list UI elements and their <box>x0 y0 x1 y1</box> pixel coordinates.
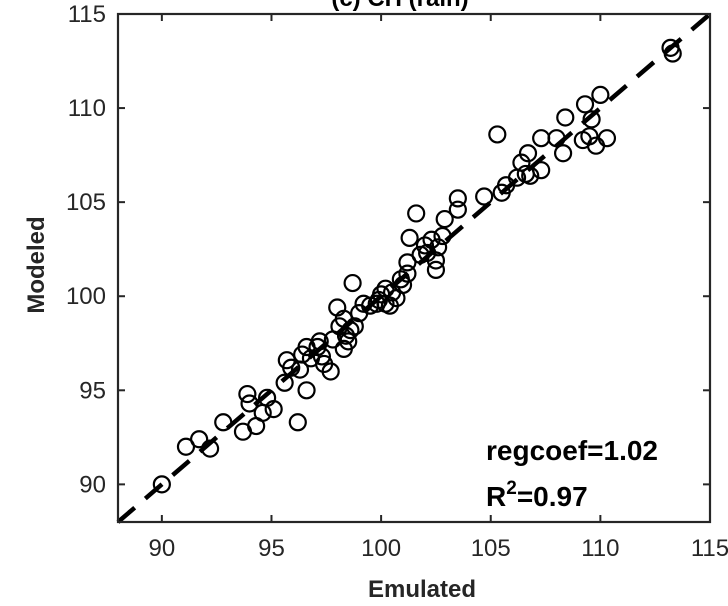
reference-line-layer <box>116 12 712 524</box>
data-point <box>398 264 417 283</box>
data-point <box>190 430 209 449</box>
x-tick-label: 110 <box>581 535 619 562</box>
data-point <box>345 317 364 336</box>
data-point <box>282 358 301 377</box>
data-point <box>475 187 494 206</box>
reference-line <box>116 12 712 524</box>
data-point <box>547 129 566 148</box>
data-point <box>518 144 538 163</box>
y-axis-label: Modeled <box>23 216 50 313</box>
data-point <box>426 251 446 270</box>
data-point <box>488 125 507 144</box>
x-tick-label: 100 <box>361 535 401 562</box>
data-point <box>321 362 340 381</box>
y-tick-label: 110 <box>68 95 106 122</box>
data-point <box>214 413 233 432</box>
y-tick-label: 90 <box>79 471 106 498</box>
data-point <box>553 144 573 163</box>
data-point <box>275 373 294 392</box>
x-tick-label: 105 <box>471 535 511 562</box>
data-point <box>582 110 601 129</box>
data-point <box>407 204 426 223</box>
data-point <box>429 238 448 257</box>
axes-frame <box>116 12 712 524</box>
r2-annotation: R2=0.97 <box>486 478 588 512</box>
data-point <box>521 166 540 185</box>
data-point <box>591 85 610 105</box>
chart-title: (c) CH (rain) <box>331 0 468 12</box>
y-tick-label: 115 <box>68 1 106 28</box>
data-point <box>597 129 617 148</box>
y-tick-label: 95 <box>79 377 106 404</box>
r2-superscript: 2 <box>506 478 517 499</box>
data-point <box>238 384 257 404</box>
data-point <box>532 161 551 180</box>
data-point <box>341 320 360 340</box>
regcoef-annotation: regcoef=1.02 <box>486 435 658 466</box>
data-point <box>339 332 358 351</box>
x-tick-label: 115 <box>691 535 728 562</box>
points-layer <box>152 38 682 494</box>
data-point <box>580 127 599 146</box>
data-point <box>448 189 467 208</box>
data-point <box>240 394 259 413</box>
ticks-layer: 90 95 100 105 110 115 90 95 100 105 110 115 <box>66 1 728 562</box>
y-tick-label: 100 <box>66 283 106 310</box>
data-point <box>152 475 171 494</box>
data-point <box>398 253 417 272</box>
data-point <box>426 260 446 279</box>
data-point <box>435 209 454 229</box>
data-point <box>264 400 283 419</box>
data-point <box>393 275 413 295</box>
data-point <box>343 273 362 293</box>
y-tick-label: 105 <box>66 189 106 216</box>
r2-value: =0.97 <box>517 481 588 512</box>
data-point <box>312 347 332 366</box>
data-point <box>663 44 682 63</box>
data-point <box>288 413 307 432</box>
data-point <box>200 439 220 458</box>
x-axis-label: Emulated <box>368 576 476 603</box>
data-point <box>433 226 452 246</box>
data-point <box>297 381 316 400</box>
data-point <box>575 95 595 114</box>
axes-box <box>116 12 712 524</box>
data-point <box>448 200 467 219</box>
x-tick-label: 90 <box>149 535 176 562</box>
x-tick-label: 95 <box>258 535 285 562</box>
data-point <box>512 153 531 172</box>
data-point <box>176 437 196 456</box>
data-point <box>556 108 575 127</box>
r2-label: R <box>486 481 506 512</box>
data-point <box>400 228 419 247</box>
